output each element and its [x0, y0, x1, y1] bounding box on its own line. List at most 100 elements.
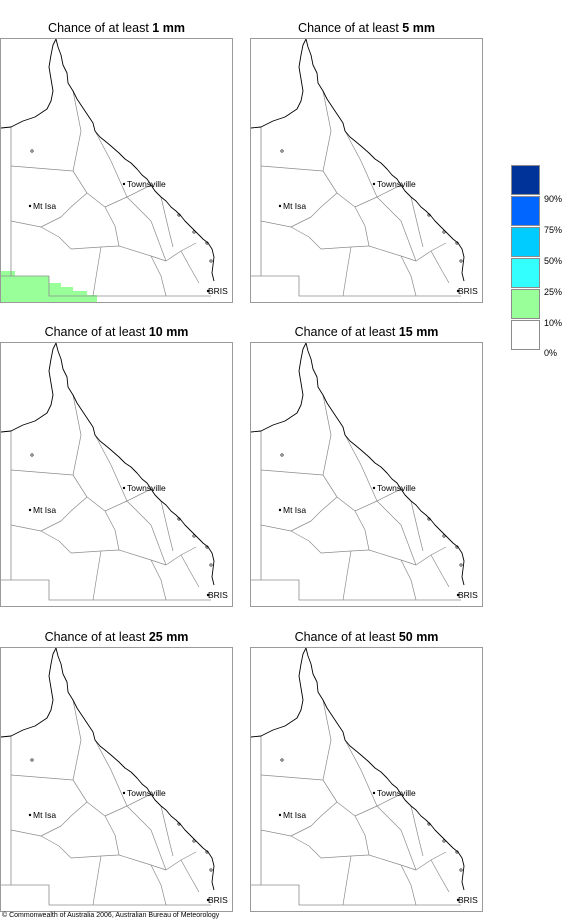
mt-isa-marker: [278, 813, 282, 817]
legend-tick: 50%: [544, 256, 563, 266]
gulf-coastline: [251, 39, 307, 129]
mt-isa-label: Mt Isa: [33, 201, 56, 211]
region-boundary: [72, 779, 106, 817]
legend-swatch: [511, 227, 540, 257]
region-boundary: [376, 500, 417, 566]
island-mark: [427, 822, 431, 826]
legend-swatch: [511, 258, 540, 288]
region-boundary: [430, 250, 450, 284]
region-boundary: [354, 206, 370, 247]
region-boundary: [180, 554, 200, 588]
region-boundary: [322, 170, 356, 208]
region-boundary: [344, 739, 378, 807]
region-boundary: [410, 196, 424, 248]
gulf-coastline: [1, 648, 57, 738]
legend-swatch: [511, 165, 540, 195]
brisbane-marker: [206, 593, 210, 597]
mt-isa-label: Mt Isa: [33, 810, 56, 820]
region-boundary: [160, 500, 174, 552]
region-boundary: [160, 805, 174, 857]
state-border: [251, 431, 461, 601]
legend-swatch: [511, 289, 540, 319]
region-boundary: [70, 854, 120, 859]
region-boundary: [40, 835, 72, 859]
map-panel-10mm: Chance of at least 10 mm Townsville Mt Is…: [0, 324, 233, 608]
region-boundary: [150, 255, 167, 297]
panel-title: Chance of at least 25 mm: [44, 630, 189, 644]
region-boundary: [430, 859, 450, 893]
region-boundary: [104, 206, 120, 247]
region-boundary: [92, 246, 102, 297]
qld-map-svg: Townsville Mt Isa BRIS: [251, 343, 478, 601]
region-boundary: [92, 855, 102, 906]
region-boundary: [72, 90, 82, 172]
region-boundary: [342, 550, 352, 601]
region-boundary: [126, 805, 167, 871]
region-boundary: [94, 130, 128, 198]
island-mark: [455, 545, 459, 549]
map-qld-10mm: Townsville Mt Isa BRIS: [0, 342, 233, 607]
legend-swatch: [511, 320, 540, 350]
region-boundary: [322, 779, 356, 817]
qld-map-svg: Townsville Mt Isa BRIS: [1, 39, 228, 302]
region-boundary: [10, 165, 74, 172]
townsville-marker: [372, 486, 376, 490]
island-mark: [427, 213, 431, 217]
region-boundary: [400, 255, 417, 297]
panel-title: Chance of at least 10 mm: [44, 325, 189, 339]
region-boundary: [180, 250, 200, 284]
island-mark: [209, 868, 213, 872]
island-mark: [442, 839, 446, 843]
panel-title: Chance of at least 50 mm: [294, 630, 439, 644]
island-mark: [30, 758, 34, 762]
brisbane-label: BRIS: [208, 895, 228, 905]
region-boundary: [10, 469, 74, 476]
qld-map-svg: Townsville Mt Isa BRIS: [1, 343, 228, 601]
region-boundary: [368, 854, 417, 871]
region-boundary: [290, 835, 322, 859]
region-boundary: [260, 469, 324, 476]
townsville-label: Townsville: [127, 179, 166, 189]
qld-map-svg: Townsville Mt Isa BRIS: [1, 648, 228, 906]
region-boundary: [118, 854, 167, 871]
mt-isa-label: Mt Isa: [283, 505, 306, 515]
brisbane-marker: [206, 289, 210, 293]
region-boundary: [150, 559, 167, 601]
mt-isa-marker: [28, 508, 32, 512]
state-border: [251, 736, 461, 906]
east-coastline: [305, 39, 465, 282]
island-mark: [427, 517, 431, 521]
region-boundary: [160, 196, 174, 248]
townsville-marker: [122, 791, 126, 795]
townsville-marker: [122, 182, 126, 186]
region-boundary: [94, 739, 128, 807]
island-mark: [459, 259, 463, 263]
island-mark: [205, 241, 209, 245]
map-panel-50mm: Chance of at least 50 mm Townsville Mt Is…: [250, 629, 483, 913]
island-mark: [442, 534, 446, 538]
brisbane-marker: [456, 898, 460, 902]
region-boundary: [322, 90, 332, 172]
brisbane-marker: [456, 289, 460, 293]
region-boundary: [70, 245, 120, 250]
region-boundary: [10, 774, 74, 781]
island-mark: [455, 241, 459, 245]
brisbane-label: BRIS: [208, 286, 228, 296]
region-boundary: [354, 815, 370, 856]
region-boundary: [104, 510, 120, 551]
legend-swatch: [511, 196, 540, 226]
region-boundary: [415, 851, 447, 871]
island-mark: [205, 545, 209, 549]
region-boundary: [94, 434, 128, 502]
region-boundary: [260, 496, 338, 532]
region-boundary: [290, 530, 322, 554]
townsville-label: Townsville: [127, 788, 166, 798]
region-boundary: [165, 546, 197, 566]
region-boundary: [40, 530, 72, 554]
island-mark: [442, 230, 446, 234]
region-boundary: [320, 245, 370, 250]
map-panel-15mm: Chance of at least 15 mm Townsville Mt Is…: [250, 324, 483, 608]
east-coastline: [55, 648, 215, 891]
gulf-coastline: [1, 343, 57, 433]
island-mark: [280, 149, 284, 153]
